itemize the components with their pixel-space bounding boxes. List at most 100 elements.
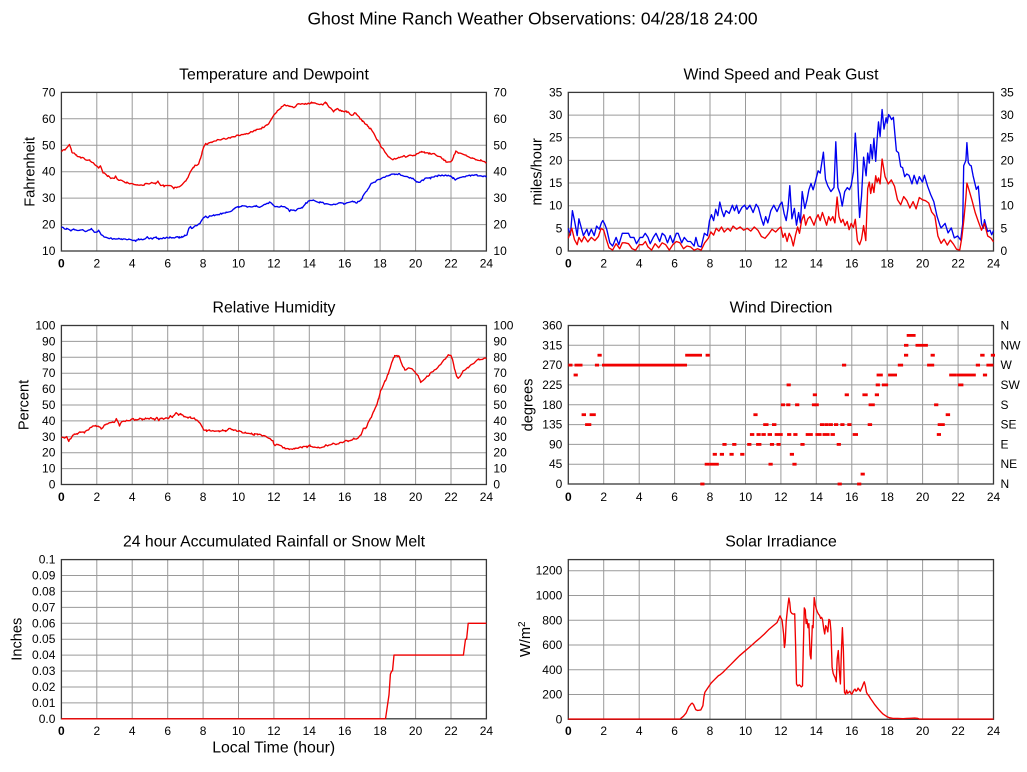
svg-text:15: 15 bbox=[549, 176, 563, 190]
svg-text:20: 20 bbox=[409, 724, 423, 738]
svg-text:6: 6 bbox=[164, 257, 171, 271]
svg-text:80: 80 bbox=[42, 350, 56, 364]
svg-text:50: 50 bbox=[493, 398, 507, 412]
svg-text:10: 10 bbox=[42, 462, 56, 476]
svg-text:0: 0 bbox=[556, 712, 563, 726]
svg-text:30: 30 bbox=[549, 108, 563, 122]
svg-text:20: 20 bbox=[493, 218, 507, 232]
svg-text:24: 24 bbox=[987, 257, 1001, 271]
svg-text:Wind Speed and Peak Gust: Wind Speed and Peak Gust bbox=[684, 66, 880, 83]
svg-text:22: 22 bbox=[444, 724, 458, 738]
svg-text:16: 16 bbox=[845, 490, 859, 504]
svg-text:0.02: 0.02 bbox=[32, 680, 56, 694]
svg-text:W/m2: W/m2 bbox=[517, 621, 535, 657]
svg-text:8: 8 bbox=[200, 257, 207, 271]
svg-text:Relative Humidity: Relative Humidity bbox=[213, 300, 336, 317]
svg-text:Inches: Inches bbox=[10, 618, 26, 661]
svg-text:10: 10 bbox=[739, 724, 753, 738]
svg-text:E: E bbox=[1001, 437, 1009, 451]
svg-text:0: 0 bbox=[565, 724, 572, 738]
svg-text:0.1: 0.1 bbox=[39, 553, 56, 567]
svg-text:20: 20 bbox=[493, 446, 507, 460]
svg-text:N: N bbox=[1001, 319, 1010, 333]
svg-text:50: 50 bbox=[42, 138, 56, 152]
svg-text:60: 60 bbox=[493, 112, 507, 126]
svg-text:20: 20 bbox=[409, 490, 423, 504]
svg-text:SE: SE bbox=[1001, 418, 1017, 432]
svg-text:0.08: 0.08 bbox=[32, 584, 56, 598]
svg-text:10: 10 bbox=[493, 244, 507, 258]
svg-text:0.0: 0.0 bbox=[39, 712, 56, 726]
svg-text:6: 6 bbox=[671, 724, 678, 738]
svg-text:18: 18 bbox=[373, 490, 387, 504]
svg-text:400: 400 bbox=[542, 663, 562, 677]
svg-text:12: 12 bbox=[267, 257, 281, 271]
svg-text:N: N bbox=[1001, 477, 1010, 491]
svg-text:10: 10 bbox=[549, 199, 563, 213]
svg-text:0: 0 bbox=[565, 490, 572, 504]
svg-text:4: 4 bbox=[129, 724, 136, 738]
svg-text:45: 45 bbox=[549, 457, 563, 471]
svg-text:8: 8 bbox=[707, 724, 714, 738]
svg-text:135: 135 bbox=[542, 418, 562, 432]
svg-text:0.06: 0.06 bbox=[32, 616, 56, 630]
svg-text:10: 10 bbox=[232, 490, 246, 504]
svg-text:24: 24 bbox=[987, 724, 1001, 738]
svg-text:6: 6 bbox=[671, 490, 678, 504]
svg-text:0.09: 0.09 bbox=[32, 569, 56, 583]
svg-text:18: 18 bbox=[373, 257, 387, 271]
svg-text:40: 40 bbox=[42, 165, 56, 179]
svg-text:30: 30 bbox=[493, 430, 507, 444]
svg-text:4: 4 bbox=[636, 724, 643, 738]
svg-text:14: 14 bbox=[810, 724, 824, 738]
svg-text:10: 10 bbox=[739, 490, 753, 504]
svg-text:40: 40 bbox=[493, 414, 507, 428]
svg-text:0.01: 0.01 bbox=[32, 696, 56, 710]
svg-text:360: 360 bbox=[542, 319, 562, 333]
svg-text:24 hour Accumulated Rainfall o: 24 hour Accumulated Rainfall or Snow Mel… bbox=[123, 534, 426, 551]
svg-text:12: 12 bbox=[774, 490, 788, 504]
svg-text:70: 70 bbox=[493, 366, 507, 380]
svg-text:8: 8 bbox=[200, 490, 207, 504]
svg-text:14: 14 bbox=[303, 490, 317, 504]
svg-text:0: 0 bbox=[58, 490, 65, 504]
svg-text:Temperature and Dewpoint: Temperature and Dewpoint bbox=[179, 66, 369, 83]
svg-text:35: 35 bbox=[1001, 85, 1015, 99]
svg-text:NW: NW bbox=[1001, 338, 1022, 352]
svg-text:70: 70 bbox=[42, 85, 56, 99]
svg-text:24: 24 bbox=[480, 724, 494, 738]
svg-text:0: 0 bbox=[58, 257, 65, 271]
svg-text:0: 0 bbox=[565, 257, 572, 271]
svg-text:270: 270 bbox=[542, 358, 562, 372]
svg-text:15: 15 bbox=[1001, 176, 1015, 190]
svg-text:25: 25 bbox=[1001, 131, 1015, 145]
svg-text:30: 30 bbox=[42, 430, 56, 444]
svg-text:0: 0 bbox=[493, 478, 500, 492]
svg-text:1200: 1200 bbox=[536, 564, 563, 578]
svg-text:90: 90 bbox=[493, 334, 507, 348]
svg-text:22: 22 bbox=[444, 490, 458, 504]
svg-text:16: 16 bbox=[338, 490, 352, 504]
svg-text:Ghost Mine Ranch Weather Obser: Ghost Mine Ranch Weather Observations: 0… bbox=[308, 9, 758, 29]
svg-text:24: 24 bbox=[987, 490, 1001, 504]
svg-text:18: 18 bbox=[881, 490, 895, 504]
svg-text:90: 90 bbox=[549, 437, 563, 451]
svg-text:20: 20 bbox=[916, 490, 930, 504]
svg-text:4: 4 bbox=[636, 257, 643, 271]
svg-text:10: 10 bbox=[739, 257, 753, 271]
svg-text:60: 60 bbox=[493, 382, 507, 396]
svg-text:60: 60 bbox=[42, 112, 56, 126]
svg-text:SW: SW bbox=[1001, 378, 1021, 392]
svg-text:1000: 1000 bbox=[536, 589, 563, 603]
svg-text:22: 22 bbox=[951, 257, 965, 271]
svg-text:6: 6 bbox=[164, 724, 171, 738]
svg-text:5: 5 bbox=[1001, 221, 1008, 235]
svg-text:60: 60 bbox=[42, 382, 56, 396]
svg-text:0.03: 0.03 bbox=[32, 664, 56, 678]
svg-text:200: 200 bbox=[542, 688, 562, 702]
svg-text:600: 600 bbox=[542, 638, 562, 652]
svg-text:225: 225 bbox=[542, 378, 562, 392]
svg-text:10: 10 bbox=[232, 724, 246, 738]
svg-text:22: 22 bbox=[444, 257, 458, 271]
svg-text:18: 18 bbox=[373, 724, 387, 738]
